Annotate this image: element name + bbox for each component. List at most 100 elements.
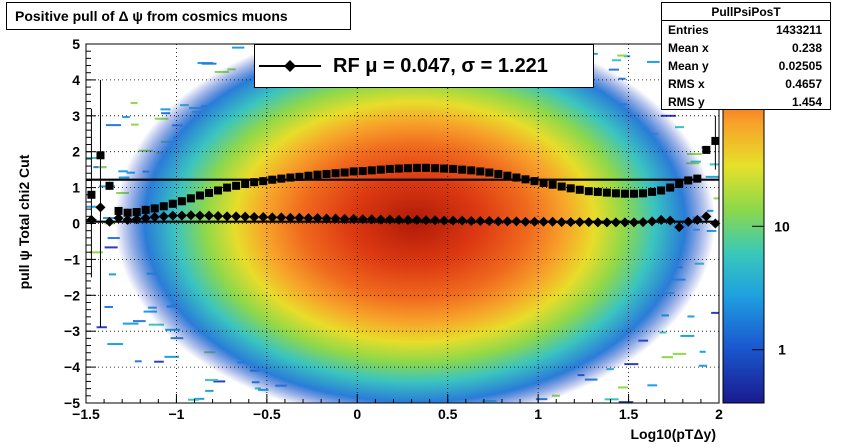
diamond-point bbox=[583, 217, 594, 228]
diamond-point bbox=[701, 211, 712, 222]
chart-title: Positive pull of Δ ψ from cosmics muons bbox=[6, 2, 351, 30]
heat-cell bbox=[537, 200, 546, 203]
heat-cell bbox=[376, 377, 390, 380]
square-point bbox=[214, 186, 223, 195]
heat-cell bbox=[389, 301, 404, 304]
heat-cell bbox=[163, 160, 170, 163]
diamond-point bbox=[194, 210, 205, 221]
square-point bbox=[385, 164, 394, 173]
heat-cell bbox=[187, 398, 199, 401]
heat-cell bbox=[516, 303, 532, 306]
diamond-point bbox=[167, 210, 178, 221]
colorbar-tick-label: 10 bbox=[774, 218, 790, 234]
heat-cell bbox=[592, 92, 600, 95]
heat-cell bbox=[241, 196, 253, 199]
diamond-point bbox=[95, 202, 106, 213]
heat-cell bbox=[567, 118, 577, 121]
square-point bbox=[186, 194, 195, 203]
heat-cell bbox=[232, 226, 249, 229]
square-point bbox=[431, 164, 440, 173]
square-point bbox=[322, 169, 331, 178]
diamond-point bbox=[339, 213, 350, 224]
heat-cell bbox=[189, 107, 204, 110]
heat-cell bbox=[184, 258, 192, 261]
heat-cell bbox=[415, 177, 427, 180]
square-point bbox=[349, 167, 358, 176]
diamond-point bbox=[131, 214, 142, 225]
heat-cell bbox=[425, 346, 435, 349]
heat-cell bbox=[643, 154, 650, 157]
heat-cell bbox=[659, 292, 675, 295]
heat-cell bbox=[374, 242, 390, 245]
heat-cell bbox=[467, 188, 482, 191]
heat-cell bbox=[486, 96, 502, 99]
heat-cell bbox=[383, 382, 397, 385]
heat-cell bbox=[414, 129, 421, 132]
heat-cell bbox=[172, 124, 183, 127]
heat-cell bbox=[315, 264, 323, 267]
diamond-point bbox=[158, 211, 169, 222]
heat-cell bbox=[313, 387, 324, 390]
heat-cell bbox=[705, 175, 719, 178]
heat-cell bbox=[425, 342, 441, 345]
heat-cell bbox=[275, 384, 288, 387]
heat-cell bbox=[378, 100, 390, 103]
heat-cell bbox=[623, 55, 631, 58]
heat-cell bbox=[366, 225, 374, 228]
diamond-point bbox=[430, 215, 441, 226]
square-point bbox=[675, 180, 684, 189]
square-point bbox=[195, 191, 204, 200]
heat-cell bbox=[86, 156, 100, 159]
diamond-point bbox=[86, 214, 97, 225]
heat-cell bbox=[394, 145, 403, 148]
heat-cell bbox=[707, 209, 714, 212]
heat-cell bbox=[143, 204, 154, 207]
y-tick-label: 5 bbox=[72, 36, 80, 52]
heat-cell bbox=[353, 168, 362, 171]
heat-cell bbox=[450, 313, 466, 316]
heat-cell bbox=[482, 399, 497, 402]
heat-cell bbox=[301, 116, 313, 119]
diamond-point bbox=[122, 214, 133, 225]
heat-cell bbox=[351, 124, 366, 127]
heat-cell bbox=[489, 279, 498, 282]
heat-cell bbox=[325, 375, 339, 378]
square-point bbox=[711, 136, 720, 145]
heat-cell bbox=[343, 197, 359, 200]
heat-cell bbox=[469, 281, 477, 284]
legend-marker bbox=[259, 60, 321, 72]
diamond-point bbox=[366, 214, 377, 225]
diamond-point bbox=[511, 216, 522, 227]
heat-cell bbox=[105, 124, 121, 127]
diamond-point bbox=[176, 210, 187, 221]
diamond-point bbox=[502, 216, 513, 227]
heat-cell bbox=[608, 68, 619, 71]
heat-cell bbox=[472, 181, 480, 184]
heat-cell bbox=[594, 191, 601, 194]
square-point bbox=[629, 189, 638, 198]
heat-cell bbox=[154, 117, 169, 120]
heat-cell bbox=[227, 169, 236, 172]
heat-cell bbox=[330, 289, 339, 292]
grid bbox=[86, 44, 719, 403]
heat-cell bbox=[364, 179, 376, 182]
heat-cell bbox=[203, 153, 211, 156]
diamond-point bbox=[411, 214, 422, 225]
heat-cell bbox=[229, 247, 242, 250]
heat-cell bbox=[138, 149, 153, 152]
heat-cell bbox=[212, 233, 222, 236]
heat-cell bbox=[269, 266, 281, 269]
heat-cell bbox=[505, 328, 520, 331]
diamond-point bbox=[140, 213, 151, 224]
diamond-point bbox=[601, 217, 612, 228]
square-point bbox=[467, 166, 476, 175]
heat-cell bbox=[492, 298, 506, 301]
heat-cell bbox=[649, 210, 659, 213]
square-point bbox=[639, 189, 648, 198]
heat-cell bbox=[476, 131, 491, 134]
heat-cell bbox=[539, 207, 552, 210]
heat-cell bbox=[402, 92, 418, 95]
square-point bbox=[476, 167, 485, 176]
diamond-point bbox=[448, 215, 459, 226]
diamond-point bbox=[692, 214, 703, 225]
